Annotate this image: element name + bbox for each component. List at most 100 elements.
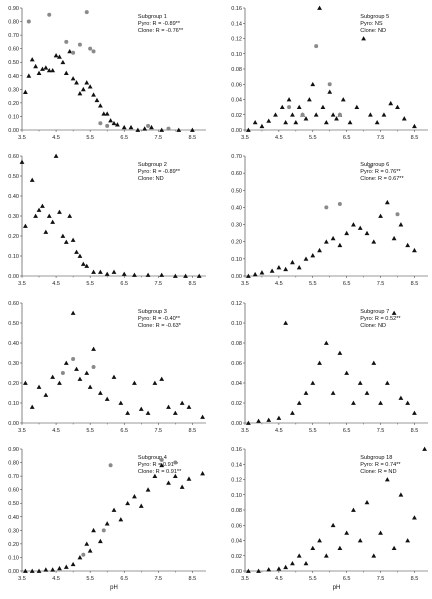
data-point-circle xyxy=(91,365,96,369)
data-point-circle xyxy=(287,105,292,110)
data-point-circle xyxy=(47,12,52,17)
y-tick-label: 0.80 xyxy=(8,20,19,26)
y-tick-label: 0.40 xyxy=(8,74,19,80)
data-point-triangle xyxy=(172,273,178,278)
y-tick-label: 0.50 xyxy=(8,60,19,66)
data-point-triangle xyxy=(29,568,35,573)
data-point-triangle xyxy=(245,127,251,132)
data-point-triangle xyxy=(132,380,137,385)
x-tick-label: 3.5 xyxy=(241,576,249,582)
data-point-circle xyxy=(71,357,76,361)
data-point-circle xyxy=(337,112,342,117)
data-point-triangle xyxy=(256,418,261,423)
data-point-triangle xyxy=(84,263,90,268)
x-tick-label: 6.5 xyxy=(343,428,351,434)
data-point-triangle xyxy=(43,65,49,70)
data-point-triangle xyxy=(142,126,148,131)
data-point-triangle xyxy=(121,271,127,276)
data-point-triangle xyxy=(245,273,251,278)
data-point-triangle xyxy=(357,380,363,385)
data-point-triangle xyxy=(384,199,390,205)
data-point-triangle xyxy=(276,415,282,420)
data-point-triangle xyxy=(371,239,377,244)
data-point-triangle xyxy=(152,380,158,385)
data-point-triangle xyxy=(317,538,322,543)
data-point-triangle xyxy=(166,480,171,485)
data-point-triangle xyxy=(23,380,28,385)
data-point-triangle xyxy=(104,271,110,276)
data-point-triangle xyxy=(29,177,35,182)
y-tick-label: 0.04 xyxy=(231,98,242,104)
data-point-circle xyxy=(88,46,93,51)
data-point-triangle xyxy=(87,384,93,389)
y-tick-label: 0.00 xyxy=(231,274,242,280)
data-point-triangle xyxy=(179,484,185,489)
data-point-circle xyxy=(337,202,342,206)
data-point-triangle xyxy=(84,370,90,375)
data-point-triangle xyxy=(97,390,103,395)
data-point-triangle xyxy=(283,266,289,272)
y-tick-label: 0.60 xyxy=(8,488,19,494)
y-tick-label: 0.60 xyxy=(8,301,19,307)
data-point-triangle xyxy=(293,119,299,125)
data-point-triangle xyxy=(138,406,144,411)
y-tick-label: 0.10 xyxy=(231,493,242,499)
data-point-triangle xyxy=(149,124,154,130)
data-point-triangle xyxy=(132,272,137,277)
data-point-triangle xyxy=(111,507,117,512)
y-tick-label: 0.02 xyxy=(231,554,242,560)
subgroup-title: Subgroup 4 xyxy=(138,455,167,461)
data-point-circle xyxy=(64,39,69,44)
x-tick-label: 5.5 xyxy=(86,428,94,434)
data-point-triangle xyxy=(276,566,282,571)
data-point-triangle xyxy=(310,380,316,385)
data-point-triangle xyxy=(19,159,25,164)
data-point-triangle xyxy=(196,273,202,278)
data-point-triangle xyxy=(104,396,110,401)
y-tick-label: 0.40 xyxy=(8,194,19,200)
data-point-triangle xyxy=(43,392,49,397)
x-tick-label: 3.5 xyxy=(241,135,249,141)
data-point-triangle xyxy=(36,70,42,75)
data-point-triangle xyxy=(405,242,411,248)
data-point-triangle xyxy=(70,310,76,315)
y-tick-label: 0.60 xyxy=(8,47,19,53)
data-point-triangle xyxy=(296,104,302,110)
data-point-triangle xyxy=(84,80,90,85)
x-tick-label: 4.5 xyxy=(275,576,283,582)
chart-panel-8: 0.00 0.02 0.04 0.06 0.08 0.10 0.12 0.14 0.16 3.5 4… xyxy=(231,446,428,591)
data-point-triangle xyxy=(357,538,363,543)
data-point-circle xyxy=(101,528,106,533)
data-point-triangle xyxy=(266,567,272,572)
subgroup-title: Subgroup 3 xyxy=(138,309,167,315)
data-point-triangle xyxy=(317,247,322,253)
data-point-triangle xyxy=(384,380,390,385)
y-tick-label: 0.00 xyxy=(231,569,242,575)
data-point-triangle xyxy=(50,219,56,224)
data-point-triangle xyxy=(401,116,407,121)
x-tick-label: 5.5 xyxy=(309,281,317,287)
data-point-triangle xyxy=(91,269,96,274)
data-point-triangle xyxy=(290,259,295,265)
data-point-triangle xyxy=(159,462,165,468)
data-point-circle xyxy=(166,126,171,131)
data-point-circle xyxy=(108,463,113,468)
correlation-text: Pyro: R = -0.89** xyxy=(138,21,181,27)
data-point-triangle xyxy=(252,119,258,125)
x-tick-label: 3.5 xyxy=(18,281,26,287)
x-tick-label: 8.5 xyxy=(189,576,197,582)
data-point-triangle xyxy=(286,97,292,102)
x-tick-label: 7.5 xyxy=(377,135,385,141)
data-point-triangle xyxy=(405,400,411,405)
data-point-triangle xyxy=(290,560,295,566)
data-point-triangle xyxy=(388,100,394,106)
y-tick-label: 0.60 xyxy=(8,154,19,160)
data-point-triangle xyxy=(337,545,343,551)
y-tick-label: 0.04 xyxy=(231,381,242,387)
y-tick-label: 0.00 xyxy=(8,274,19,280)
data-point-triangle xyxy=(378,400,383,405)
correlation-text: Clone: R = ND xyxy=(360,469,396,475)
y-tick-label: 0.80 xyxy=(8,461,19,467)
data-point-triangle xyxy=(29,404,35,409)
y-tick-label: 0.08 xyxy=(231,341,242,347)
